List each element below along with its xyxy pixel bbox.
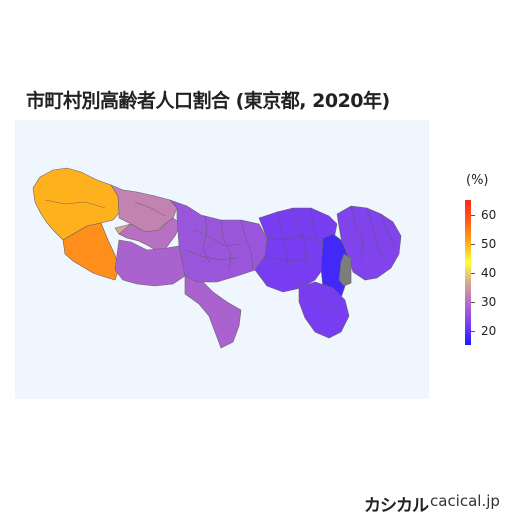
municipal-border	[134, 201, 166, 217]
region-shape[interactable]	[320, 233, 350, 303]
legend-tick-label: 60	[481, 207, 497, 222]
legend-tick-label: 50	[481, 236, 497, 251]
municipal-border	[194, 229, 242, 247]
unassigned-area-shape	[338, 253, 352, 287]
municipal-border	[220, 219, 232, 271]
region-shape[interactable]	[32, 167, 120, 241]
municipal-border	[266, 235, 316, 241]
brand-logo: カシカル	[364, 496, 429, 516]
municipal-border	[314, 299, 342, 311]
legend-tick-label: 40	[481, 265, 497, 280]
region-shape[interactable]	[254, 207, 338, 293]
legend-tick-mark	[471, 272, 475, 274]
municipal-border	[276, 211, 290, 267]
municipal-border	[184, 249, 238, 261]
region-shape[interactable]	[298, 281, 350, 339]
legend-title: (%)	[466, 173, 489, 188]
municipal-border	[310, 207, 320, 245]
legend-tick-mark	[471, 214, 475, 216]
chart-title: 市町村別高齢者人口割合 (東京都, 2020年)	[26, 90, 390, 112]
municipal-border	[202, 215, 210, 263]
region-shape[interactable]	[169, 199, 268, 283]
legend-tick-mark	[471, 301, 475, 303]
municipal-border	[380, 213, 396, 247]
municipal-border	[264, 255, 316, 267]
legend-tick-mark	[471, 330, 475, 332]
municipal-border	[44, 199, 106, 209]
map-svg	[32, 167, 402, 349]
legend-tick-label: 30	[481, 294, 497, 309]
legend-colorbar	[465, 200, 471, 345]
site-url[interactable]: cacical.jp	[430, 492, 500, 510]
municipal-border	[240, 219, 254, 269]
municipal-border	[292, 207, 308, 261]
region-shape[interactable]	[184, 275, 242, 349]
legend-tick-mark	[471, 243, 475, 245]
municipal-border	[350, 205, 364, 261]
legend-tick-label: 20	[481, 323, 497, 338]
municipal-border	[366, 207, 386, 261]
map-panel	[15, 120, 429, 399]
region-shape[interactable]	[62, 222, 120, 281]
